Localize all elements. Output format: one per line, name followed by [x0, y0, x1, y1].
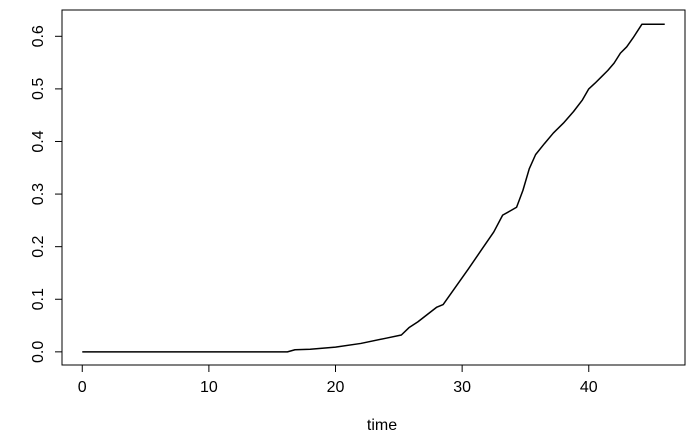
y-tick-label: 0.1	[30, 288, 47, 310]
x-axis: 0 10 20 30 40	[78, 365, 598, 396]
x-tick-label: 30	[453, 379, 471, 396]
series-line	[82, 23, 665, 353]
y-tick-label: 0.3	[30, 183, 47, 205]
y-tick-label: 0.5	[30, 78, 47, 100]
x-tick-label: 10	[200, 379, 218, 396]
x-tick-label: 40	[580, 379, 598, 396]
x-tick-label: 20	[327, 379, 345, 396]
y-tick-label: 0.6	[30, 25, 47, 47]
y-tick-label: 0.0	[30, 341, 47, 363]
x-tick-label: 0	[78, 379, 87, 396]
y-tick-label: 0.2	[30, 235, 47, 257]
y-tick-label: 0.4	[30, 130, 47, 152]
y-axis: 0.0 0.1 0.2 0.3 0.4 0.5 0.6	[30, 25, 62, 363]
plot-frame	[61, 9, 686, 366]
x-axis-label: time	[367, 417, 397, 434]
